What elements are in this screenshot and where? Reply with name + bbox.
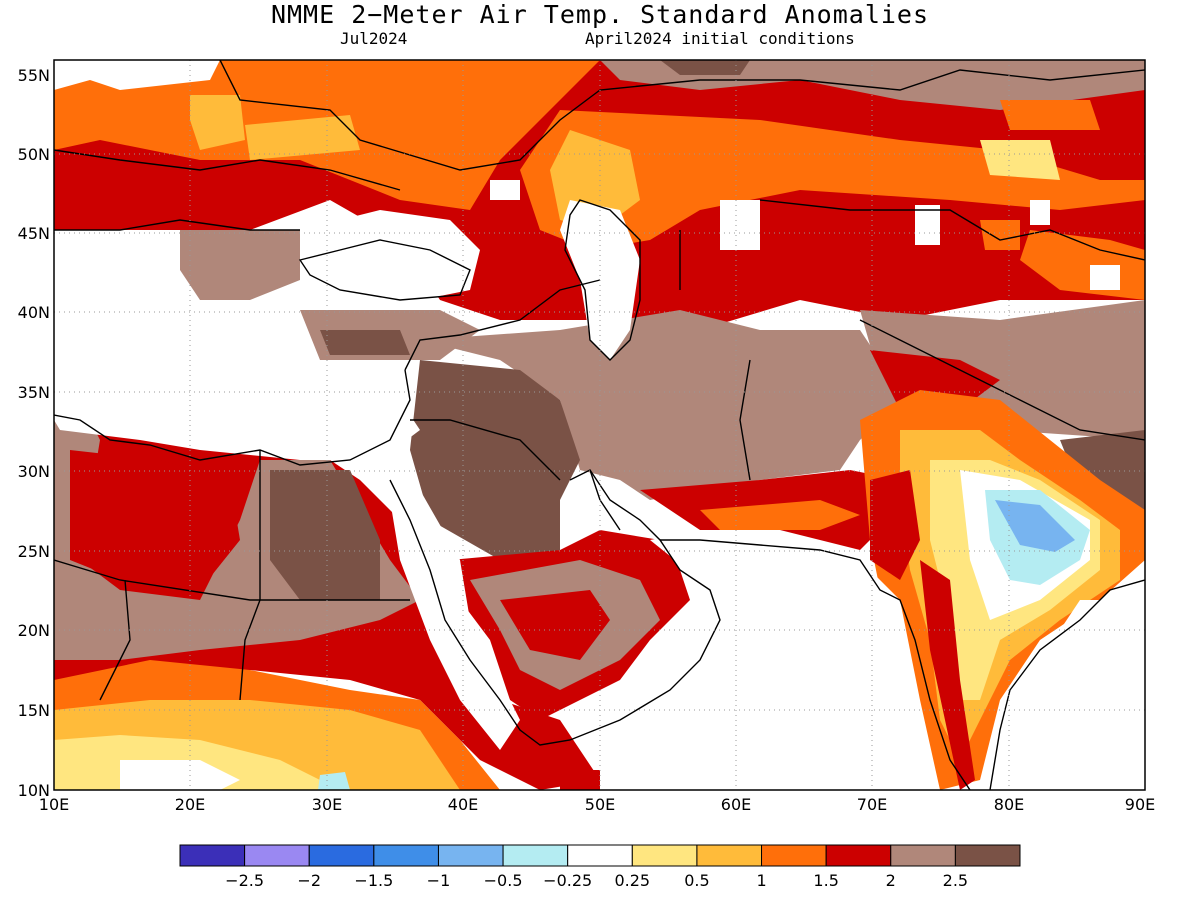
colorbar-tick-label: 1 [756, 871, 766, 890]
colorbar [179, 844, 1021, 867]
colorbar-swatch [373, 844, 439, 867]
colorbar-tick-label: −2 [297, 871, 321, 890]
colorbar-tick-label: −1 [427, 871, 451, 890]
target-month-label: Jul2024 [340, 29, 408, 48]
map-frame [53, 59, 1146, 791]
lat-label: 35N [18, 383, 50, 402]
colorbar-tick-label: 0.5 [684, 871, 709, 890]
graticule [54, 60, 1145, 790]
colorbar-swatch [696, 844, 763, 867]
colorbar-tick-label: −1.5 [354, 871, 393, 890]
colorbar-tick-label: −0.25 [543, 871, 592, 890]
colorbar-swatch [308, 844, 375, 867]
lon-label: 90E [1125, 795, 1155, 814]
colorbar-tick-label: 2.5 [943, 871, 968, 890]
colorbar-labels: −2.5 −2 −1.5 −1 −0.5 −0.25 0.25 0.5 1 1.5 2 2.5 [225, 871, 968, 890]
colorbar-swatch [761, 844, 827, 867]
lon-label: 50E [585, 795, 615, 814]
lat-label: 30N [18, 462, 50, 481]
colorbar-swatch [954, 844, 1021, 867]
lon-label: 30E [312, 795, 342, 814]
colorbar-swatch [631, 844, 698, 867]
lat-label: 25N [18, 542, 50, 561]
colorbar-swatch [825, 844, 892, 867]
lon-label: 60E [721, 795, 751, 814]
lat-label: 45N [18, 224, 50, 243]
colorbar-swatch [567, 844, 633, 867]
lat-label: 15N [18, 701, 50, 720]
colorbar-tick-label: 1.5 [813, 871, 838, 890]
lon-label: 80E [994, 795, 1024, 814]
colorbar-swatch [502, 844, 569, 867]
lon-axis: 10E 20E 30E 40E 50E 60E 70E 80E 90E [39, 795, 1155, 814]
colorbar-tick-label: 0.25 [614, 871, 650, 890]
lon-label: 20E [175, 795, 205, 814]
lat-label: 40N [18, 303, 50, 322]
lat-label: 55N [18, 66, 50, 85]
lat-label: 20N [18, 621, 50, 640]
colorbar-swatch [437, 844, 504, 867]
colorbar-swatch [890, 844, 956, 867]
water-mask [54, 60, 1145, 790]
colorbar-tick-label: −0.5 [484, 871, 523, 890]
lon-label: 70E [857, 795, 887, 814]
colorbar-swatch [244, 844, 310, 867]
lon-label: 40E [448, 795, 478, 814]
colorbar-tick-label: 2 [886, 871, 896, 890]
colorbar-tick-label: −2.5 [225, 871, 264, 890]
lat-label: 10N [18, 781, 50, 800]
initial-conditions-label: April2024 initial conditions [585, 29, 855, 48]
lat-label: 50N [18, 145, 50, 164]
map-title: NMME 2−Meter Air Temp. Standard Anomalie… [270, 0, 930, 29]
lon-label: 10E [39, 795, 69, 814]
colorbar-swatch [179, 844, 246, 867]
lat-axis: 55N 50N 45N 40N 35N 30N 25N 20N 15N 10N [18, 66, 50, 800]
coastlines [54, 60, 1145, 790]
